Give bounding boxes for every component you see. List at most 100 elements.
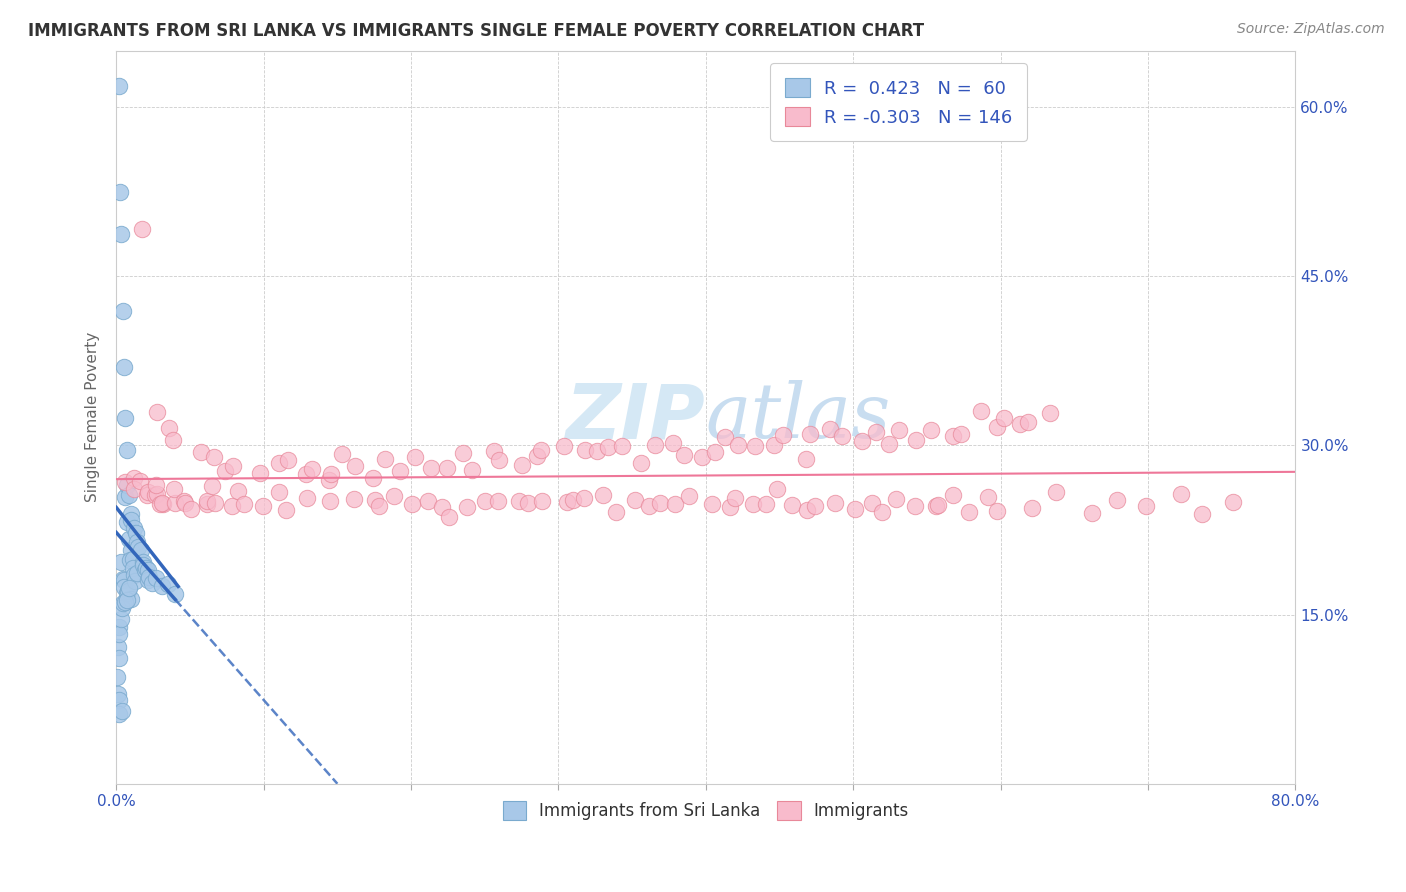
Point [949, 426, 972, 441]
Point [114, 411, 136, 425]
Point [149, 497, 172, 511]
Point [114, 490, 136, 504]
Point [117, 584, 139, 599]
Point [277, 453, 299, 467]
Point [145, 478, 167, 492]
Point [474, 493, 496, 508]
Point [120, 591, 142, 606]
Point [851, 434, 873, 449]
Point [630, 456, 652, 470]
Point [107, 693, 129, 707]
Point [516, 496, 538, 510]
Point [644, 438, 666, 452]
Point [111, 304, 134, 318]
Point [111, 596, 134, 610]
Point [678, 489, 700, 503]
Point [125, 526, 148, 541]
Point [1039, 406, 1062, 420]
Point [162, 434, 184, 448]
Point [889, 423, 911, 437]
Point [664, 497, 686, 511]
Point [713, 429, 735, 443]
Point [163, 482, 186, 496]
Point [870, 505, 893, 519]
Point [252, 500, 274, 514]
Point [865, 425, 887, 439]
Point [1080, 506, 1102, 520]
Point [437, 509, 460, 524]
Point [195, 497, 218, 511]
Point [301, 462, 323, 476]
Point [879, 436, 901, 450]
Legend: Immigrants from Sri Lanka, Immigrants: Immigrants from Sri Lanka, Immigrants [496, 795, 915, 827]
Point [461, 463, 484, 477]
Point [107, 670, 129, 684]
Point [574, 443, 596, 458]
Point [118, 582, 141, 596]
Point [605, 504, 627, 518]
Point [612, 439, 634, 453]
Point [904, 499, 927, 513]
Point [432, 500, 454, 514]
Point [190, 445, 212, 459]
Point [1021, 501, 1043, 516]
Point [420, 461, 443, 475]
Point [143, 488, 166, 502]
Point [122, 521, 145, 535]
Point [122, 568, 145, 582]
Point [796, 503, 818, 517]
Point [115, 592, 138, 607]
Point [744, 439, 766, 453]
Point [986, 419, 1008, 434]
Point [1045, 484, 1067, 499]
Point [136, 573, 159, 587]
Point [741, 497, 763, 511]
Point [108, 78, 131, 93]
Point [295, 491, 318, 505]
Point [766, 482, 789, 496]
Point [727, 438, 749, 452]
Point [122, 482, 145, 496]
Point [553, 440, 575, 454]
Point [1017, 415, 1039, 429]
Point [1191, 507, 1213, 521]
Text: ZIP: ZIP [567, 380, 706, 454]
Point [108, 185, 131, 199]
Point [510, 458, 533, 472]
Point [844, 502, 866, 516]
Point [780, 498, 803, 512]
Point [202, 450, 225, 464]
Point [772, 428, 794, 442]
Point [122, 560, 145, 574]
Point [860, 496, 883, 510]
Text: IMMIGRANTS FROM SRI LANKA VS IMMIGRANTS SINGLE FEMALE POVERTY CORRELATION CHART: IMMIGRANTS FROM SRI LANKA VS IMMIGRANTS … [28, 22, 924, 40]
Point [367, 500, 389, 514]
Point [957, 505, 980, 519]
Point [526, 449, 548, 463]
Point [561, 492, 583, 507]
Point [131, 222, 153, 236]
Point [638, 499, 661, 513]
Text: atlas: atlas [706, 380, 891, 454]
Point [174, 496, 197, 510]
Point [673, 448, 696, 462]
Point [884, 492, 907, 507]
Point [136, 485, 159, 500]
Point [343, 492, 366, 507]
Point [163, 496, 186, 510]
Point [233, 497, 256, 511]
Point [596, 440, 619, 454]
Point [904, 434, 927, 448]
Point [108, 706, 131, 721]
Point [661, 436, 683, 450]
Point [794, 451, 817, 466]
Point [107, 640, 129, 655]
Point [404, 450, 426, 464]
Point [110, 612, 132, 626]
Point [221, 500, 243, 514]
Point [700, 497, 723, 511]
Point [157, 421, 180, 435]
Point [456, 500, 478, 514]
Point [1107, 492, 1129, 507]
Point [111, 704, 134, 718]
